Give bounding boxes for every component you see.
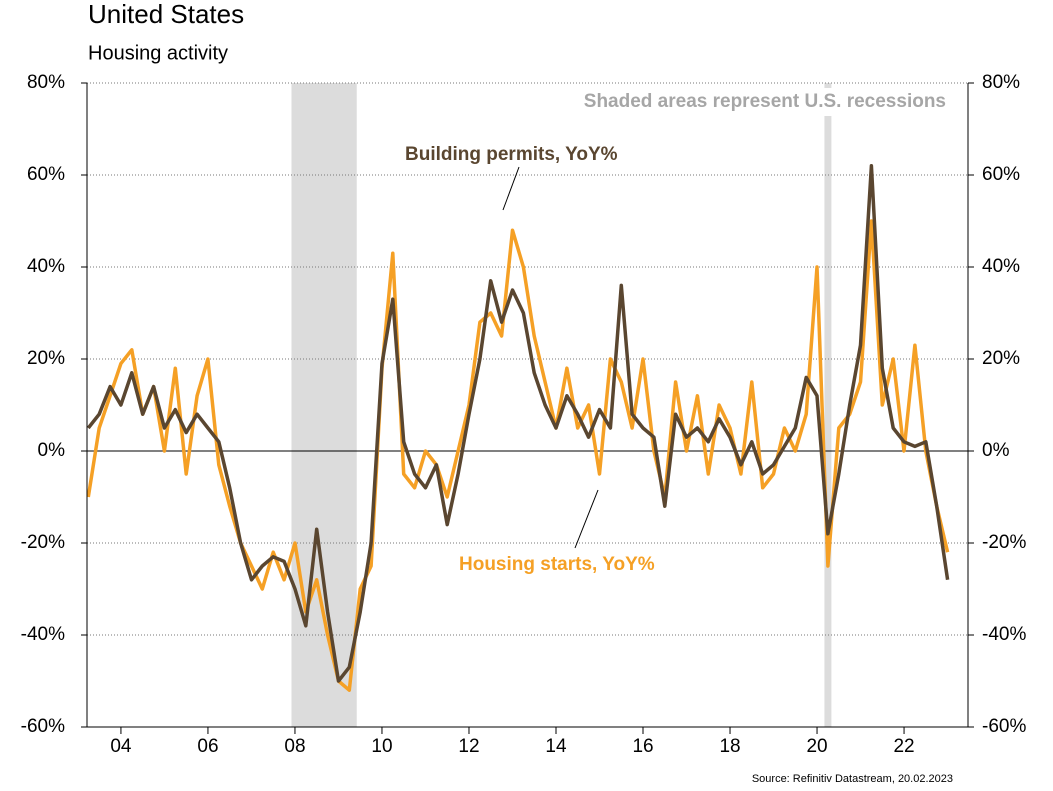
x-tick-label: 14 bbox=[545, 736, 567, 757]
note-bg bbox=[540, 88, 952, 116]
x-tick-label: 22 bbox=[893, 736, 914, 757]
series-line bbox=[86, 164, 950, 683]
x-tick-label: 08 bbox=[284, 736, 305, 757]
chart-subtitle: Housing activity bbox=[88, 42, 228, 64]
y2-tick-label: -60% bbox=[982, 716, 1026, 737]
x-tick-label: 10 bbox=[371, 736, 392, 757]
y2-tick-label: -20% bbox=[982, 532, 1026, 553]
y2-tick-label: 0% bbox=[982, 440, 1010, 461]
x-tick-label: 04 bbox=[110, 736, 132, 757]
y-tick-label: -20% bbox=[21, 532, 65, 553]
series-label: Housing starts, YoY% bbox=[459, 554, 655, 575]
pointer bbox=[502, 166, 520, 211]
chart-title: United States bbox=[88, 0, 244, 29]
recession-note: Shaded areas represent U.S. recessions bbox=[584, 91, 946, 112]
x-tick-label: 12 bbox=[458, 736, 479, 757]
recession-band bbox=[291, 83, 357, 727]
x-tick-label: 16 bbox=[632, 736, 653, 757]
pointer bbox=[574, 489, 599, 549]
y2-tick-label: 40% bbox=[982, 256, 1020, 277]
y-tick-label: 60% bbox=[27, 164, 65, 185]
y-tick-label: 80% bbox=[27, 72, 65, 93]
x-tick-label: 06 bbox=[197, 736, 218, 757]
y-tick-label: 0% bbox=[38, 440, 66, 461]
series-line bbox=[86, 219, 950, 692]
x-tick-label: 20 bbox=[806, 736, 827, 757]
series-label: Building permits, YoY% bbox=[405, 144, 618, 165]
x-tick-label: 18 bbox=[719, 736, 740, 757]
y-tick-label: -40% bbox=[21, 624, 65, 645]
y-tick-label: 40% bbox=[27, 256, 65, 277]
y-tick-label: 20% bbox=[27, 348, 65, 369]
y2-tick-label: 20% bbox=[982, 348, 1020, 369]
y2-tick-label: -40% bbox=[982, 624, 1026, 645]
y2-tick-label: 80% bbox=[982, 72, 1020, 93]
recession-band bbox=[824, 83, 832, 727]
y2-tick-label: 60% bbox=[982, 164, 1020, 185]
y-tick-label: -60% bbox=[21, 716, 65, 737]
source: Source: Refinitiv Datastream, 20.02.2023 bbox=[752, 773, 953, 785]
